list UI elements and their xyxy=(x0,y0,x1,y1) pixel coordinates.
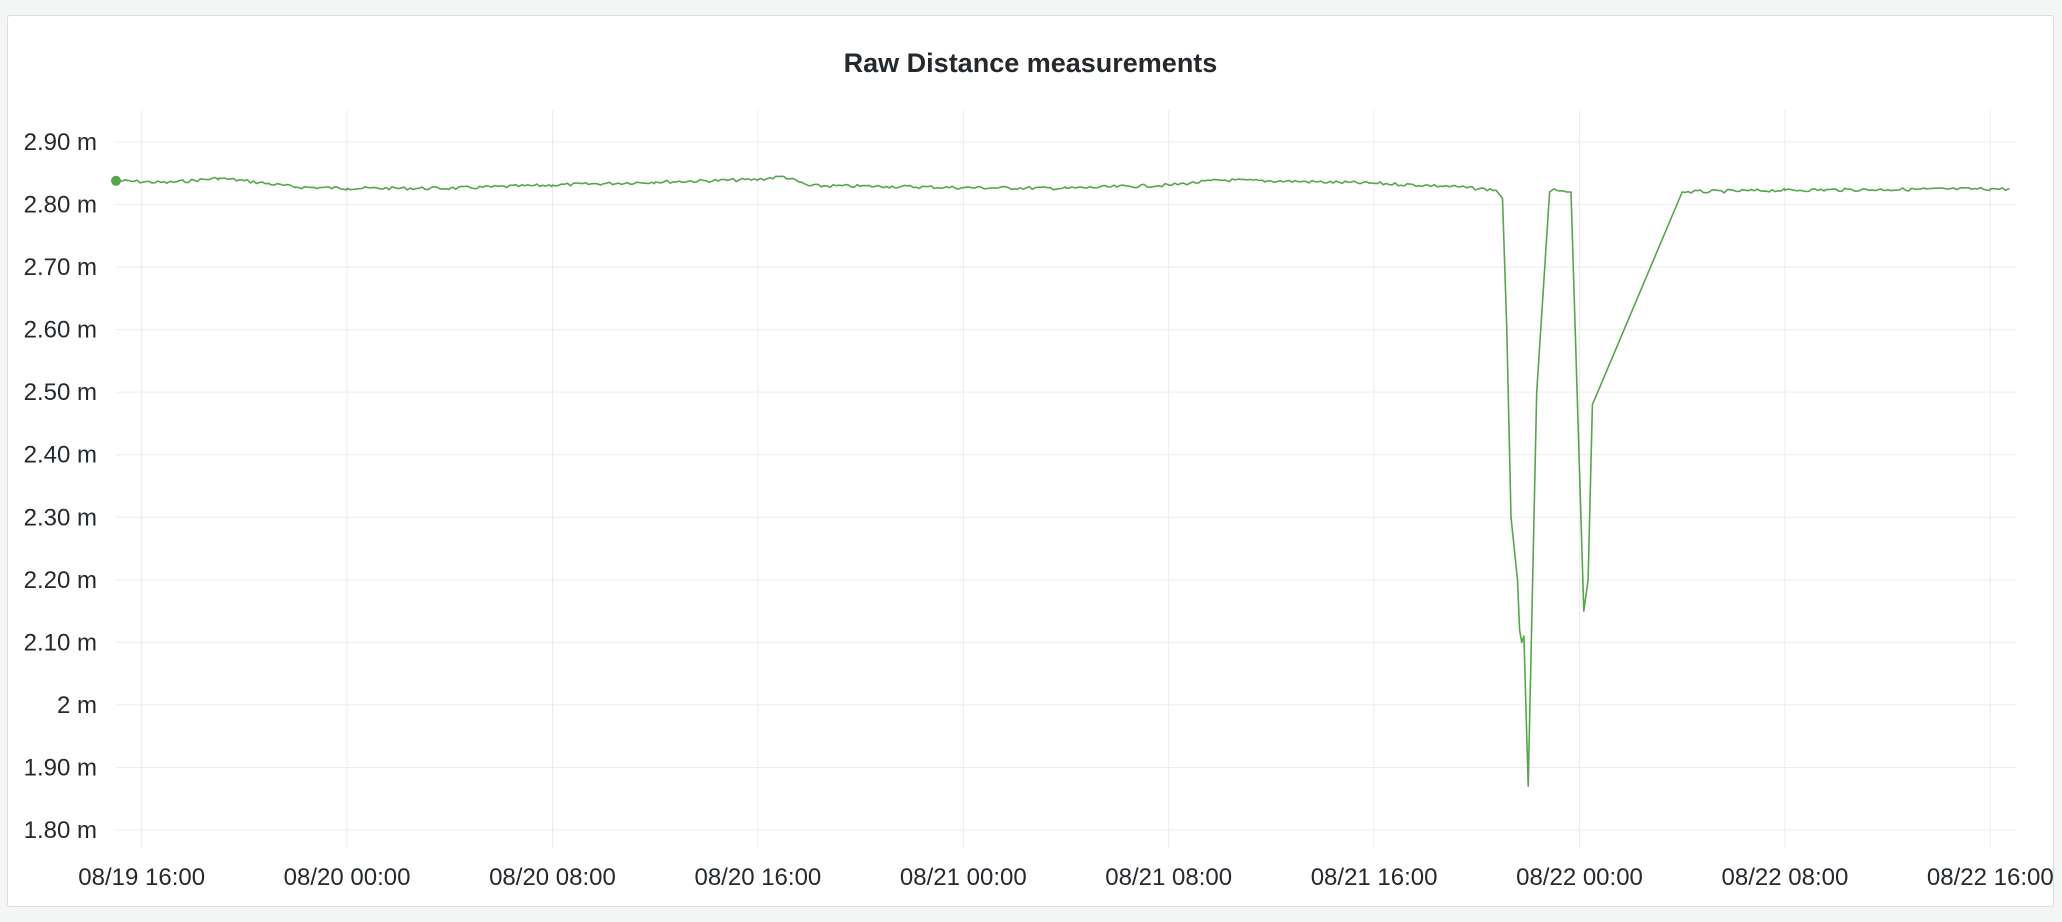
y-gridlines xyxy=(116,141,2016,831)
chart-panel: Raw Distance measurements xyxy=(7,15,2054,907)
y-tick-label: 2.50 m xyxy=(24,379,97,406)
series-line xyxy=(115,175,2010,787)
x-tick-label: 08/22 16:00 xyxy=(1927,864,2054,891)
y-tick-label: 2.80 m xyxy=(24,192,97,219)
x-tick-label: 08/22 00:00 xyxy=(1516,864,1643,891)
x-tick-label: 08/19 16:00 xyxy=(78,864,205,891)
y-tick-label: 1.80 m xyxy=(24,817,97,844)
chart-title: Raw Distance measurements xyxy=(843,48,1218,78)
y-tick-label: 2.90 m xyxy=(24,129,97,156)
y-tick-label: 2 m xyxy=(57,692,97,719)
x-tick-label: 08/21 00:00 xyxy=(900,864,1027,891)
y-tick-label: 2.70 m xyxy=(24,254,97,281)
y-tick-label: 2.10 m xyxy=(24,629,97,656)
x-tick-label: 08/20 16:00 xyxy=(694,864,821,891)
series-group xyxy=(111,175,2010,787)
y-tick-label: 2.20 m xyxy=(24,567,97,594)
x-tick-label: 08/21 16:00 xyxy=(1311,864,1438,891)
x-axis-ticks: 08/19 16:00 08/20 00:00 08/20 08:00 08/20 1… xyxy=(78,864,2053,891)
x-tick-label: 08/20 08:00 xyxy=(489,864,616,891)
y-tick-label: 2.60 m xyxy=(24,317,97,344)
y-tick-label: 2.30 m xyxy=(24,504,97,531)
y-axis-ticks: 2.90 m 2.80 m 2.70 m 2.60 m 2.50 m 2.40 m 2.30… xyxy=(24,129,97,844)
series-start-point xyxy=(111,175,121,186)
y-tick-label: 2.40 m xyxy=(24,442,97,469)
x-tick-label: 08/22 08:00 xyxy=(1722,864,1849,891)
x-tick-label: 08/21 08:00 xyxy=(1105,864,1232,891)
x-gridlines xyxy=(141,110,1991,848)
x-tick-label: 08/20 00:00 xyxy=(284,864,411,891)
y-tick-label: 1.90 m xyxy=(24,754,97,781)
